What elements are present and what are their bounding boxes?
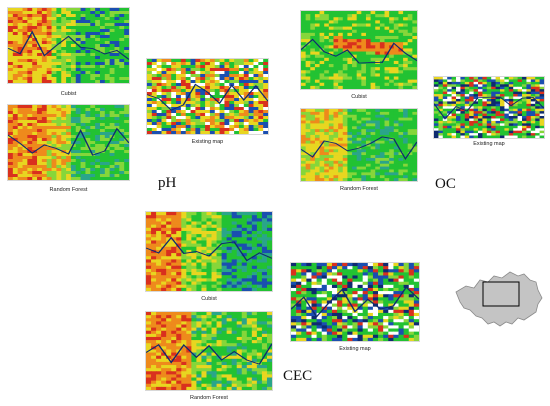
oc-label: OC <box>435 176 456 192</box>
ph-existing-caption: Existing map <box>191 139 224 145</box>
ph-existing-map-image <box>146 58 269 135</box>
ph-cubist-map-image <box>7 7 130 84</box>
cec-cubist-raster <box>146 212 272 291</box>
ph-rf-caption: Random Forest <box>49 187 88 193</box>
oc-existing-raster <box>434 77 544 138</box>
ph-cubist-raster <box>8 8 129 83</box>
oc-existing-caption: Existing map <box>473 141 505 147</box>
ph-cubist-caption: Cubist <box>60 91 77 97</box>
oc-cubist-caption: Cubist <box>351 94 367 100</box>
locator-study-area-box <box>482 281 520 307</box>
oc-cubist-raster <box>301 11 417 89</box>
ph-rf-raster <box>8 105 129 180</box>
ph-existing-raster <box>147 59 268 134</box>
cec-existing-map-image <box>290 262 420 342</box>
locator-inset-map <box>452 264 544 332</box>
oc-cubist-map-image <box>300 10 418 90</box>
oc-rf-raster <box>301 109 417 181</box>
cec-cubist-caption: Cubist <box>201 296 217 302</box>
cec-rf-caption: Random Forest <box>190 395 228 401</box>
cec-label: CEC <box>283 368 313 384</box>
cec-rf-map-image <box>145 311 273 391</box>
oc-rf-map-image <box>300 108 418 182</box>
oc-rf-caption: Random Forest <box>340 186 378 192</box>
oc-existing-map-image <box>433 76 545 139</box>
cec-cubist-map-image <box>145 211 273 292</box>
cec-rf-raster <box>146 312 272 390</box>
cec-existing-caption: Existing map <box>339 346 371 352</box>
ph-label: pH <box>158 175 177 191</box>
locator-region-outline <box>455 271 543 327</box>
cec-existing-raster <box>291 263 419 341</box>
ph-rf-map-image <box>7 104 130 181</box>
locator-region-shape <box>455 271 543 327</box>
